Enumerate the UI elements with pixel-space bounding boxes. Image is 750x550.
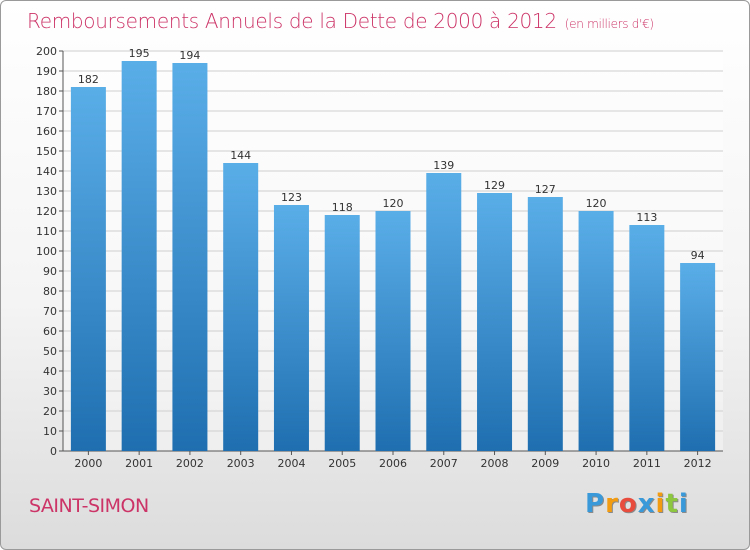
x-tick-label: 2002 [176,457,204,470]
bar [324,215,360,451]
logo-letter: r [605,489,619,519]
y-tick-label: 190 [36,65,57,78]
bar [172,63,208,451]
y-tick-label: 100 [36,245,57,258]
x-tick-label: 2010 [582,457,610,470]
y-tick-label: 200 [36,45,57,58]
unit-label: (en milliers d'€) [564,17,654,31]
logo-letter: i [655,489,666,519]
logo-letter: t [665,489,679,519]
chart-title-text: Remboursements Annuels de la Dette de 20… [27,9,557,33]
chart-title: Remboursements Annuels de la Dette de 20… [27,9,654,33]
bar [477,193,513,451]
data-label: 123 [281,191,302,204]
x-tick-label: 2006 [379,457,407,470]
logo-letter: P [585,489,606,519]
data-label: 113 [636,211,657,224]
bar [121,61,157,451]
y-tick-label: 130 [36,185,57,198]
data-label: 127 [535,183,556,196]
y-tick-label: 40 [43,365,57,378]
data-label: 118 [332,201,353,214]
x-tick-label: 2000 [74,457,102,470]
y-tick-label: 180 [36,85,57,98]
x-tick-label: 2009 [531,457,559,470]
data-label: 120 [586,197,607,210]
bar [527,197,563,451]
y-tick-label: 50 [43,345,57,358]
bar [680,263,716,451]
x-tick-label: 2007 [430,457,458,470]
y-tick-label: 170 [36,105,57,118]
bar [223,163,259,451]
data-label: 194 [179,49,200,62]
x-tick-label: 2003 [227,457,255,470]
data-label: 144 [230,149,251,162]
x-tick-label: 2001 [125,457,153,470]
logo-letter: o [618,489,638,519]
data-label: 182 [78,73,99,86]
y-tick-label: 90 [43,265,57,278]
y-tick-label: 30 [43,385,57,398]
bar [273,205,309,451]
town-name: SAINT-SIMON [29,495,149,517]
y-tick-label: 0 [50,445,57,458]
bar [375,211,411,451]
data-label: 129 [484,179,505,192]
data-label: 94 [691,249,705,262]
x-tick-label: 2005 [328,457,356,470]
logo-letter: i [678,489,689,519]
x-tick-label: 2008 [481,457,509,470]
y-tick-label: 70 [43,305,57,318]
y-tick-label: 140 [36,165,57,178]
proxiti-logo: Proxiti [585,489,689,519]
data-label: 139 [433,159,454,172]
y-tick-label: 60 [43,325,57,338]
bar [426,173,462,451]
bar [70,87,106,451]
y-tick-label: 150 [36,145,57,158]
y-tick-label: 120 [36,205,57,218]
data-label: 195 [129,47,150,60]
x-tick-label: 2011 [633,457,661,470]
y-tick-label: 20 [43,405,57,418]
data-label: 120 [383,197,404,210]
y-tick-label: 80 [43,285,57,298]
x-tick-label: 2004 [277,457,305,470]
y-tick-label: 110 [36,225,57,238]
logo-letter: x [637,489,656,519]
bar [629,225,665,451]
x-tick-label: 2012 [684,457,712,470]
y-tick-label: 10 [43,425,57,438]
bar [578,211,614,451]
y-tick-label: 160 [36,125,57,138]
